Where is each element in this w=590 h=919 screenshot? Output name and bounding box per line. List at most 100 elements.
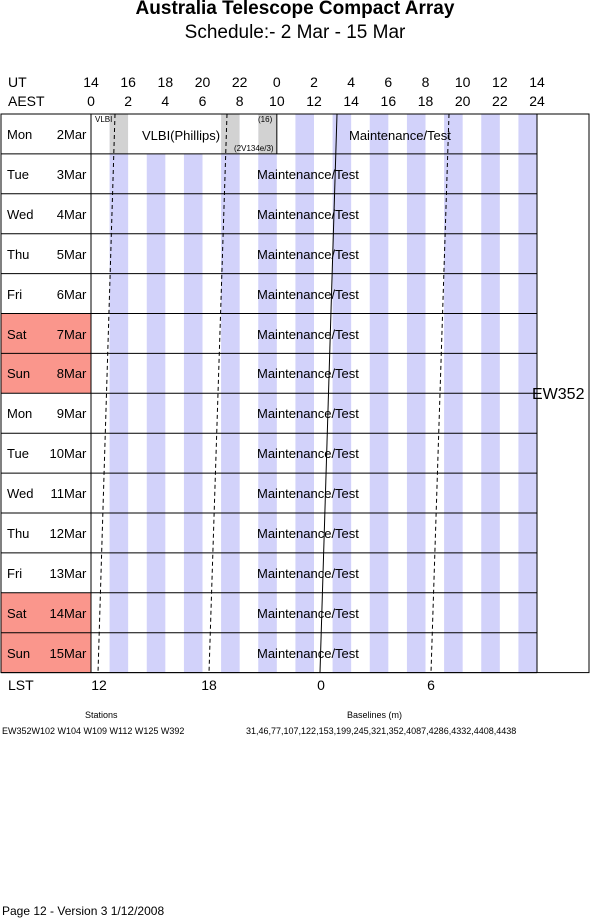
lst-tick: 12 <box>91 677 107 693</box>
day-label-month: Mar <box>64 366 87 382</box>
aest-tick: 18 <box>417 93 434 109</box>
aest-tick: 4 <box>161 93 170 109</box>
day-label-dow: Wed <box>7 486 34 502</box>
stations-list: EW352W102 W104 W109 W112 W125 W392 <box>2 726 185 736</box>
day-label-dow: Thu <box>7 246 30 262</box>
weekend-cell <box>1 632 91 673</box>
day-label-date: 4 <box>56 206 64 222</box>
grid-border <box>0 113 590 674</box>
day-label-month: Mar <box>64 286 87 302</box>
day-label-dow: Sun <box>7 366 31 382</box>
day-label-month: Mar <box>64 526 87 541</box>
day-label-dow: Wed <box>7 206 34 222</box>
day-label-date: 5 <box>56 246 64 262</box>
day-label-date: 11 <box>50 486 65 502</box>
day-label-month: Mar <box>64 246 87 262</box>
ut-tick: 22 <box>231 74 248 90</box>
day-label-date: 13 <box>49 565 64 581</box>
day-label-dow: Fri <box>7 286 23 302</box>
maintenance-label: Maintenance/Test <box>257 366 359 382</box>
lst-line <box>319 113 338 673</box>
ut-tick: 18 <box>157 74 174 90</box>
vlbi-block <box>258 114 277 154</box>
lst-axis-label: LST <box>8 677 34 693</box>
config-label: EW352 <box>532 386 585 403</box>
aest-tick: 16 <box>380 93 397 109</box>
version-footer: Page 12 - Version 3 1/12/2008 <box>2 904 165 918</box>
lst-tick: 0 <box>317 677 325 693</box>
day-label-month: Mar <box>64 486 87 502</box>
aest-tick: 12 <box>306 93 322 109</box>
stations-title: Stations <box>85 710 118 720</box>
maintenance-label: Maintenance/Test <box>257 645 359 661</box>
weekend-cell <box>1 353 91 394</box>
day-label-month: Mar <box>64 565 87 581</box>
ut-tick: 16 <box>120 74 136 90</box>
aest-tick: 14 <box>343 93 359 109</box>
ut-tick: 14 <box>83 74 99 90</box>
maintenance-label: Maintenance/Test <box>257 206 359 222</box>
ut-tick: 2 <box>310 74 318 90</box>
day-label-dow: Sun <box>7 645 31 661</box>
weekend-cell <box>1 313 91 354</box>
maintenance-label: Maintenance/Test <box>257 166 359 182</box>
aest-tick: 8 <box>235 93 244 109</box>
day-label-date: 6 <box>56 286 64 302</box>
day-label-date: 3 <box>56 166 64 182</box>
vlbi-blank <box>128 114 222 154</box>
day-label-date: 15 <box>49 645 64 661</box>
maintenance-label: Maintenance/Test <box>257 446 359 462</box>
day-label-dow: Sat <box>7 326 27 342</box>
day-label-dow: Thu <box>7 526 30 541</box>
day-label-dow: Mon <box>7 127 33 142</box>
day-label-month: Mar <box>64 127 87 142</box>
day-label-date: 8 <box>56 366 64 382</box>
ut-axis-label: UT <box>8 74 27 90</box>
maintenance-label: Maintenance/Test <box>257 565 359 581</box>
day-label-month: Mar <box>64 406 87 422</box>
day-label-dow: Tue <box>7 446 29 462</box>
maintenance-label: Maintenance/Test <box>257 326 359 342</box>
tag-code-label: (2V134e/3) <box>234 144 274 153</box>
maintenance-label: Maintenance/Test <box>257 605 359 621</box>
day-label-date: 10 <box>49 446 64 462</box>
day-label-dow: Tue <box>7 166 29 182</box>
day-label-dow: Mon <box>7 406 33 422</box>
day-label-month: Mar <box>64 206 87 222</box>
aest-tick: 22 <box>492 93 508 109</box>
vlbi-blank <box>91 114 110 154</box>
day-label-month: Mar <box>64 166 87 182</box>
ut-tick: 12 <box>492 74 508 90</box>
baselines-list: 31,46,77,107,122,153,199,245,321,352,408… <box>246 726 517 736</box>
weekend-cell <box>1 592 91 633</box>
maintenance-label: Maintenance/Test <box>257 406 359 422</box>
vlbi-blank <box>239 114 259 154</box>
ut-tick: 20 <box>194 74 211 90</box>
day-label-dow: Sat <box>7 605 27 621</box>
aest-tick: 6 <box>198 93 207 109</box>
lst-tick: 6 <box>427 677 435 693</box>
day-label-date: 9 <box>56 406 64 422</box>
day-label-month: Mar <box>64 605 87 621</box>
page-title: Australia Telescope Compact Array <box>135 0 455 19</box>
aest-tick: 0 <box>87 93 95 109</box>
day-label-date: 7 <box>56 326 64 342</box>
aest-axis-label: AEST <box>8 93 45 109</box>
maintenance-label: Maintenance/Test <box>257 526 359 541</box>
lst-line <box>97 113 116 673</box>
aest-tick: 2 <box>124 93 133 109</box>
ut-tick: 4 <box>347 74 356 90</box>
day-label-month: Mar <box>64 446 87 462</box>
vlbi-block <box>109 114 129 154</box>
vlbi-small-label: VLBI <box>95 115 113 124</box>
ut-tick: 6 <box>384 74 393 90</box>
day-label-dow: Fri <box>7 565 23 581</box>
day-label-month: Mar <box>64 326 87 342</box>
vlbi-phillips-label: VLBI(Phillips) <box>142 128 221 143</box>
schedule-subtitle: Schedule:- 2 Mar - 15 Mar <box>184 22 406 43</box>
row1-maintenance-label: Maintenance/Test <box>349 128 451 143</box>
ut-tick: 8 <box>421 74 430 90</box>
baselines-title: Baselines (m) <box>347 710 403 720</box>
aest-tick: 20 <box>454 93 471 109</box>
